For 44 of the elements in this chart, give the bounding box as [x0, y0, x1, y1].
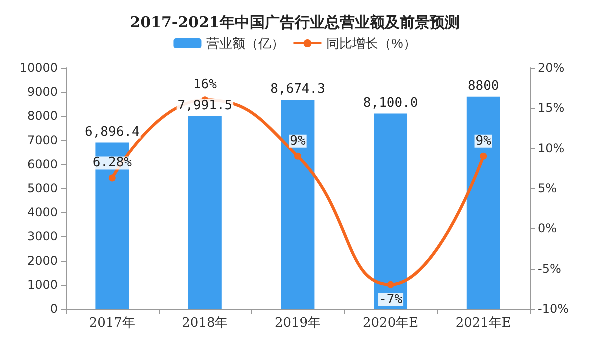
data-label: 6.28%	[92, 156, 132, 171]
y2-tick-label: 15%	[538, 101, 565, 116]
y-tick-label: 6000	[27, 157, 58, 172]
y2-tick-label: 20%	[538, 61, 565, 75]
y-tick-label: 1000	[27, 278, 58, 292]
legend-label: 营业额（亿）	[206, 36, 285, 51]
data-label: 9%	[290, 134, 306, 149]
data-label: 8,100.0	[363, 96, 418, 111]
x-tick-label: 2019年	[274, 316, 322, 331]
bar	[374, 114, 408, 309]
x-tick-label: 2021年E	[456, 316, 512, 331]
x-tick-label: 2018年	[182, 316, 228, 331]
chart-title: 2017-2021年中国广告行业总营业额及前景预测	[130, 14, 460, 32]
y2-tick-label: 5%	[538, 182, 558, 196]
y-tick-label: 0	[50, 302, 58, 316]
y-tick-label: 8000	[27, 109, 58, 124]
point	[387, 281, 394, 288]
bar	[281, 100, 315, 309]
data-label: 8,674.3	[270, 82, 326, 97]
y2-tick-label: 10%	[538, 141, 565, 156]
y2-tick-label: -10%	[538, 302, 570, 316]
point	[108, 174, 116, 182]
data-label: -7%	[379, 292, 403, 308]
y-tick-label: 7000	[27, 133, 58, 148]
y2-tick-label: -5%	[538, 262, 562, 276]
y2-tick-label: 0%	[538, 222, 558, 236]
data-label: 7,991.5	[178, 98, 233, 114]
x-tick-label: 2020年E	[363, 316, 419, 331]
point	[294, 152, 302, 160]
y-tick-label: 4000	[27, 206, 58, 220]
data-label: 9%	[476, 134, 492, 149]
x-tick-label: 2017年	[89, 316, 136, 331]
point	[480, 152, 488, 160]
y-tick-label: 10000	[20, 61, 58, 75]
bar	[188, 116, 222, 309]
y-tick-label: 2000	[27, 254, 58, 268]
data-label: 8800	[468, 78, 500, 94]
bar	[466, 96, 500, 309]
y-tick-label: 9000	[27, 85, 58, 100]
legend-label: 同比增长（%）	[326, 36, 416, 51]
data-label: 16%	[193, 78, 218, 93]
y-tick-label: 3000	[27, 230, 58, 244]
y-tick-label: 5000	[27, 182, 58, 196]
data-label: 6,896.4	[85, 124, 140, 140]
